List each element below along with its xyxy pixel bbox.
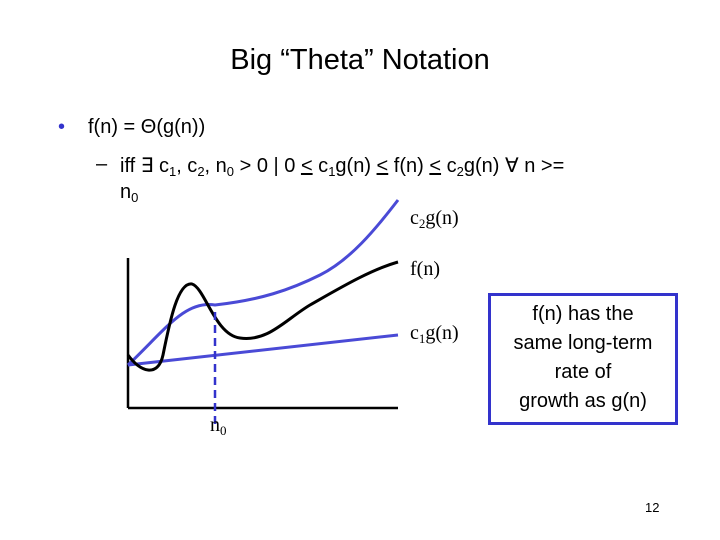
text-run: 1 bbox=[328, 163, 336, 179]
text-run: 1 bbox=[168, 163, 177, 179]
middle-label: f(n) bbox=[410, 258, 440, 280]
text-run: g(n) bbox=[335, 155, 377, 177]
text-run: < bbox=[376, 155, 389, 177]
text-run: c bbox=[312, 155, 329, 177]
lower-label: c1g(n) bbox=[410, 322, 459, 347]
text-run: 0 bbox=[131, 189, 139, 205]
text-run: , n bbox=[204, 155, 227, 177]
text-run: c bbox=[410, 322, 419, 344]
text-run: f(n) bbox=[388, 155, 430, 177]
text-run: , c bbox=[176, 155, 198, 177]
text-run: > 0 | 0 bbox=[234, 155, 301, 177]
upper-label: c2g(n) bbox=[410, 207, 459, 232]
bullet-marker: • bbox=[58, 116, 66, 138]
sub-bullet-line: iff ∃ c1, c2, n0 > 0 | 0 < c1g(n) < f(n)… bbox=[120, 153, 564, 179]
note-line: rate of bbox=[554, 361, 612, 383]
text-run: 0 bbox=[226, 163, 235, 179]
text-run: 0 bbox=[220, 422, 227, 438]
note-line: growth as g(n) bbox=[519, 390, 647, 412]
sub-bullet-line: n0 bbox=[120, 181, 138, 205]
bullet-text: f(n) = Θ(g(n)) bbox=[88, 116, 206, 138]
page-number: 12 bbox=[645, 500, 660, 515]
text-run: g(n) bbox=[425, 207, 459, 229]
text-run: n bbox=[210, 414, 220, 436]
text-run: < bbox=[429, 155, 442, 177]
note-box: f(n) has the same long-term rate of growth … bbox=[488, 293, 678, 425]
f-curve bbox=[126, 260, 399, 372]
upper-curve bbox=[126, 199, 400, 367]
sub-bullet-marker: – bbox=[96, 153, 108, 175]
note-line: f(n) has the bbox=[532, 303, 634, 325]
text-run: iff ∃ c bbox=[120, 155, 169, 177]
text-run: 2 bbox=[418, 215, 426, 231]
text-run: g(n) ∀ n >= bbox=[463, 155, 565, 177]
text-run: 2 bbox=[456, 163, 464, 179]
lower-curve bbox=[127, 333, 399, 367]
slide-title: Big “Theta” Notation bbox=[230, 44, 490, 76]
text-run: 2 bbox=[197, 163, 205, 179]
text-run: c bbox=[441, 155, 457, 177]
note-line: same long-term bbox=[513, 332, 653, 354]
text-run: n bbox=[120, 181, 132, 203]
text-run: g(n) bbox=[425, 322, 459, 344]
threshold-label: n0 bbox=[210, 414, 227, 439]
text-run: c bbox=[410, 207, 419, 229]
text-run: 1 bbox=[418, 330, 426, 346]
text-run: < bbox=[300, 155, 313, 177]
